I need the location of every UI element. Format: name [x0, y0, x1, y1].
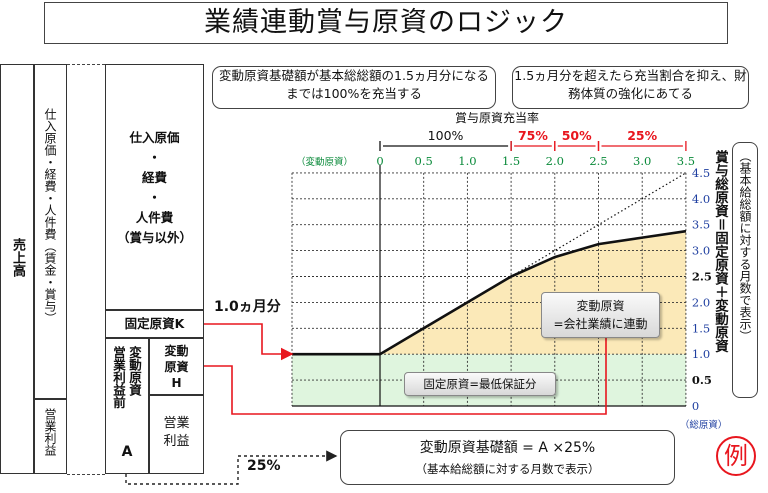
base-amount-arrow	[125, 450, 338, 485]
op-profit2-label: 営業 利益	[163, 416, 190, 449]
rate-label: 50%	[562, 128, 592, 143]
x-tick-label: 1.0	[458, 154, 476, 168]
rate-label: 100%	[428, 128, 464, 143]
y-tick-label: 2.5	[692, 270, 712, 284]
x-tick-label: 2.5	[589, 154, 607, 168]
x-tick-label: 3.5	[677, 154, 695, 168]
a-label: A	[121, 444, 133, 460]
bottom-formula-box: 変動原資基礎額 = A ×25% （基本給総額に対する月数で表示）	[340, 430, 675, 485]
page-title: 業績連動賞与原資のロジック	[44, 2, 728, 44]
variable-before-label: 変動原資	[127, 346, 142, 396]
cost-items-label: 仕入原価 ・ 経費 ・ 人件費 （賞与以外）	[116, 130, 192, 245]
x-axis-label: （変動原資）	[296, 156, 353, 168]
x-tick-label: 1.5	[502, 154, 520, 168]
total-curve	[292, 229, 687, 356]
dashed-connector-top	[67, 64, 105, 65]
sales-column	[0, 64, 34, 474]
y-tick-label: 4.5	[692, 166, 710, 180]
costs-box	[34, 64, 67, 399]
x-tick-label: 2.0	[546, 154, 564, 168]
op-profit2-box	[149, 395, 204, 474]
right-note: （基本給総額に対する月数で表示）	[738, 150, 752, 342]
fixed-cost-box: 固定原資K	[105, 310, 204, 338]
bottom-pct: 25%	[247, 458, 281, 474]
y-tick-label: 0	[692, 399, 699, 413]
y-tick-label: 3.5	[692, 218, 710, 232]
y-tick-label: 1.5	[692, 321, 710, 335]
fixed-cost-arrow	[204, 323, 294, 361]
x-tick-label: 0.5	[415, 154, 433, 168]
callout-left: 変動原資基礎額が基本総総額の1.5ヵ月分になるまでは100%を充当する	[212, 66, 496, 109]
bottom-note: （基本給総額に対する月数で表示）	[415, 462, 600, 476]
rate-header: 賞与原資充当率	[455, 111, 540, 125]
full-rate-dotted-line	[510, 172, 687, 278]
sales-label: 売上高	[10, 238, 25, 277]
rate-label: 75%	[518, 128, 548, 143]
y-tick-label: 3.0	[692, 244, 710, 258]
variable-h-label: 変動 原資 H	[164, 344, 189, 390]
rate-label: 25%	[627, 128, 657, 143]
fixed-box: 固定原資=最低保証分	[404, 372, 556, 396]
costs-label: 仕入原価・経費・人件費（賃金・賞与）	[43, 108, 57, 324]
bottom-formula: 変動原資基礎額 = A ×25%	[419, 440, 596, 456]
profit-before-label: 営業利益前	[111, 346, 126, 409]
variable-h-arrow	[204, 320, 613, 415]
x-tick-label: 0	[376, 154, 383, 168]
variable-box: 変動原資 =会社業績に連動	[541, 292, 660, 338]
x-tick-label: 3.0	[633, 154, 651, 168]
right-note-box	[732, 142, 758, 398]
variable-h-box	[149, 338, 204, 395]
callout-right: 1.5ヵ月分を超えたら充当割合を抑え、財務体質の強化にあてる	[512, 66, 749, 109]
y-tick-label: 1.0	[692, 347, 710, 361]
dashed-connector-bottom	[67, 474, 105, 475]
y-tick-label: 2.0	[692, 295, 710, 309]
cost-items-box	[105, 64, 204, 310]
y-tick-label: 0.5	[692, 373, 712, 387]
profit-before-box	[105, 338, 149, 474]
op-profit-label: 営業利益	[43, 408, 57, 456]
example-stamp: 例	[716, 436, 756, 476]
right-formula: 賞与総原資＝固定原資＋変動原資	[712, 150, 728, 353]
y-axis-label: （総原資）	[680, 419, 728, 431]
y-tick-label: 4.0	[692, 192, 710, 206]
op-profit-box	[34, 399, 67, 474]
one-month-label: 1.0ヵ月分	[214, 299, 281, 315]
